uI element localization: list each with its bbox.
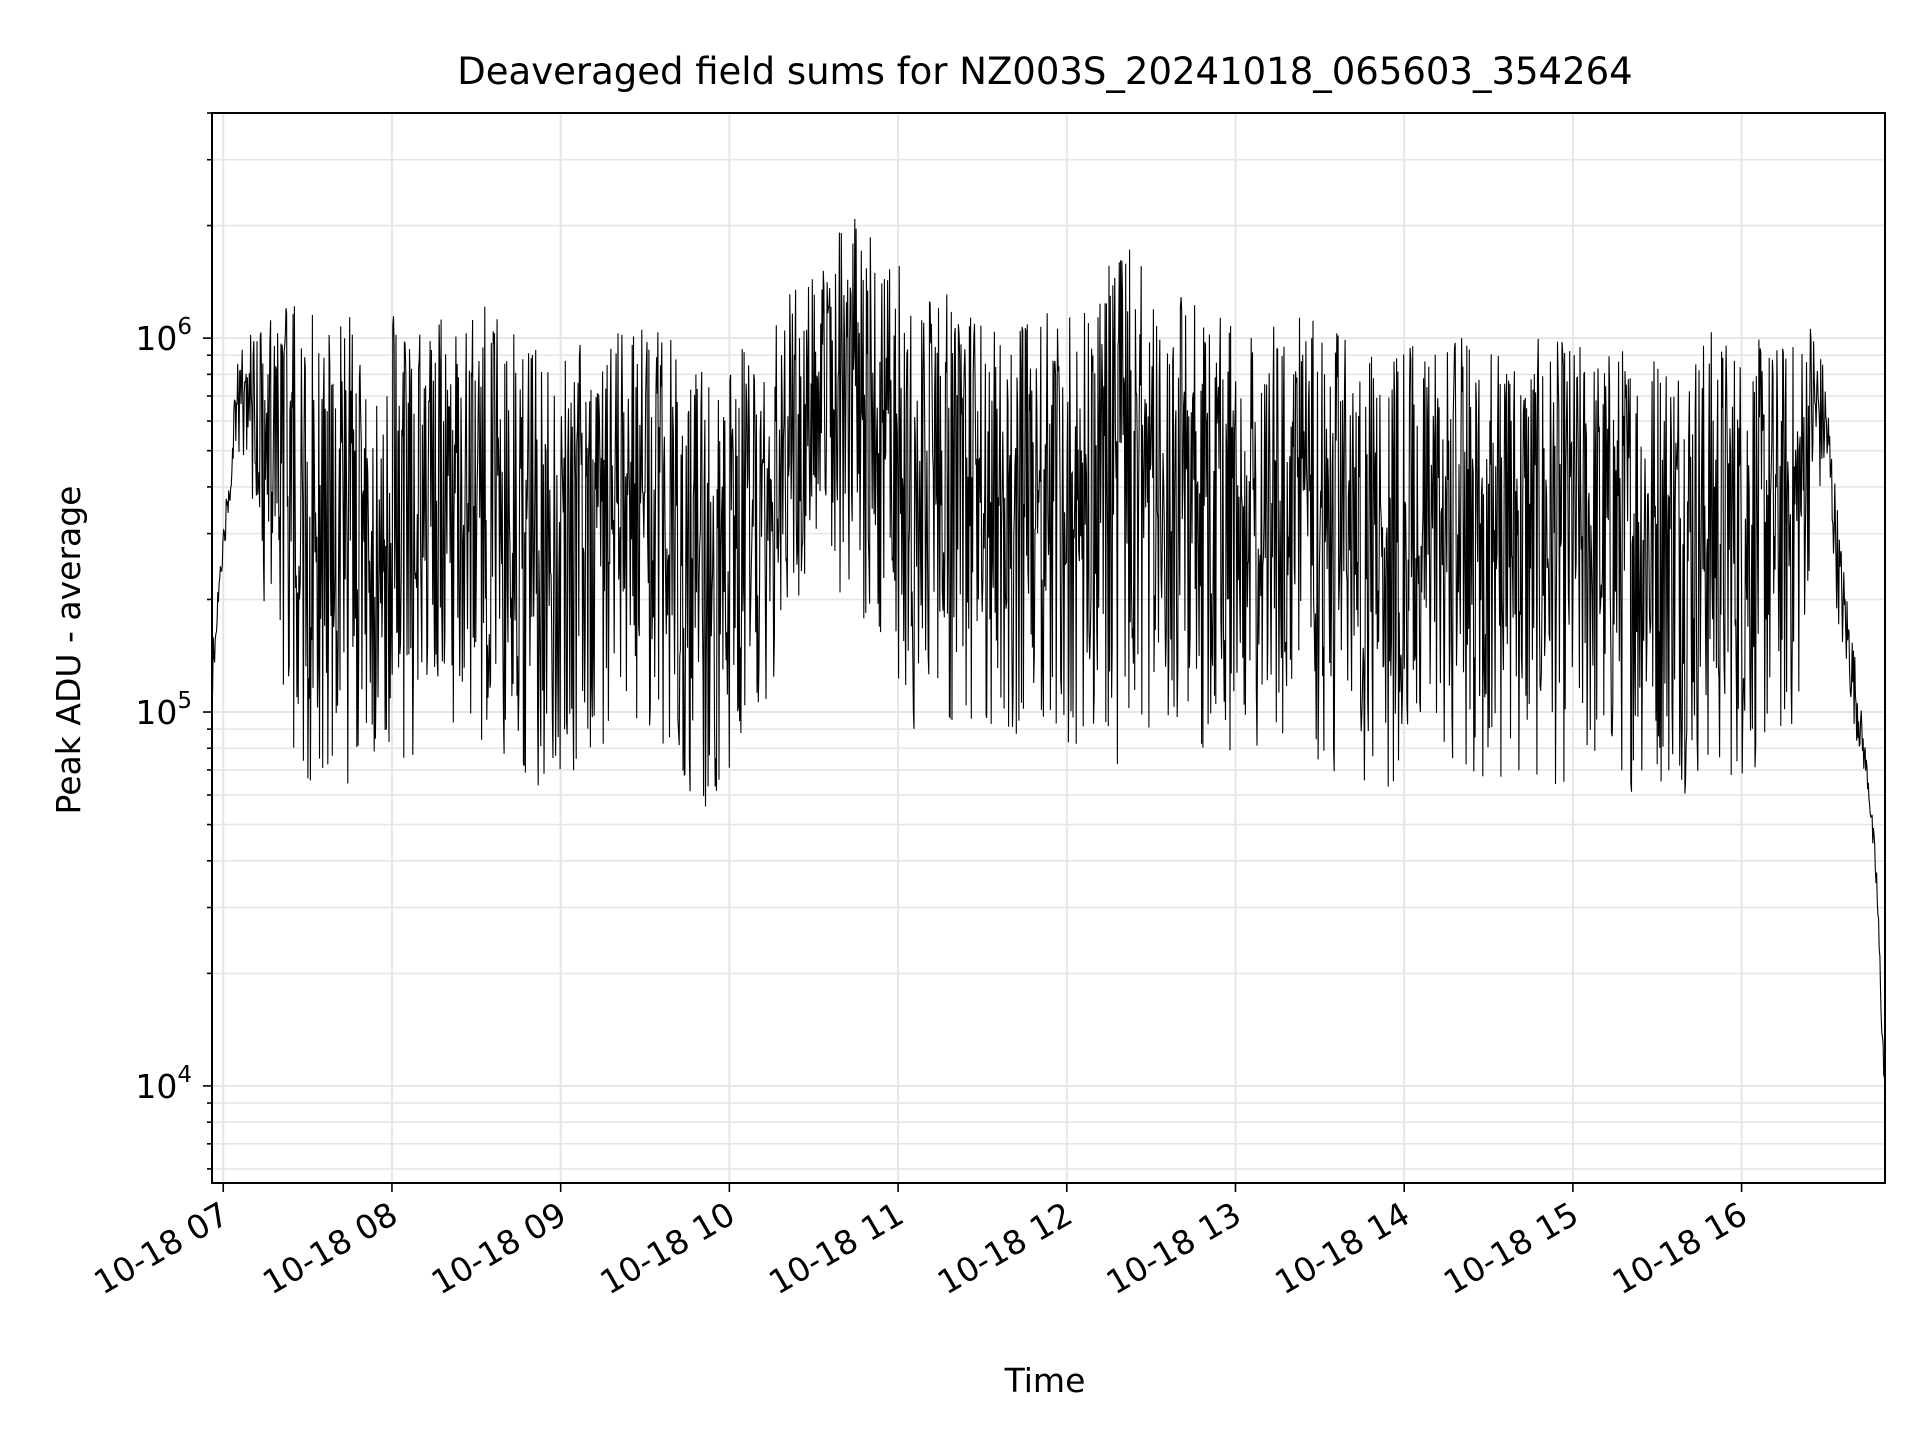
y-tick-label: 106 [135, 314, 192, 358]
chart-title: Deaveraged field sums for NZ003S_2024101… [457, 50, 1632, 93]
x-axis-label: Time [1004, 1361, 1086, 1400]
plot-frame [211, 112, 1886, 1184]
data-series [211, 218, 1886, 1090]
y-tick-label: 104 [135, 1062, 192, 1106]
y-tick-label: 105 [135, 688, 192, 732]
series-line [211, 218, 1886, 1090]
y-axis: 104 105 106 [135, 112, 212, 1170]
y-axis-label: Peak ADU - average [49, 486, 88, 815]
